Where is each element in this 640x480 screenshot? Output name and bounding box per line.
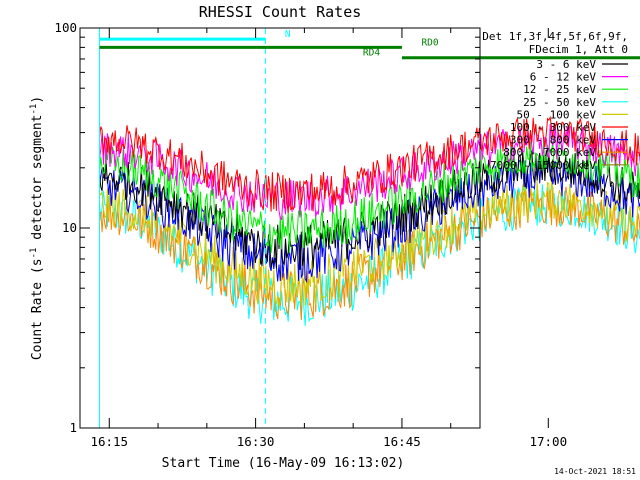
legend-entry: 7000 - 15000 keV — [490, 159, 596, 172]
x-tick-label: 17:00 — [529, 434, 567, 449]
series-line — [99, 138, 640, 254]
y-axis-ticks: 1 10 100 — [54, 20, 480, 435]
legend-entry: 50 - 100 keV — [517, 108, 597, 121]
series-line — [99, 157, 640, 284]
state-bar-label: N — [285, 29, 291, 40]
legend-entry: 100 - 300 keV — [510, 121, 596, 134]
y-tick-label: 10 — [62, 220, 77, 235]
legend-entry: 800 - 7000 keV — [503, 146, 596, 159]
legend-entry: 12 - 25 keV — [523, 83, 596, 96]
x-axis-label: Start Time (16-May-09 16:13:02) — [162, 456, 405, 471]
x-tick-label: 16:45 — [383, 434, 421, 449]
legend-entry: 300 - 800 keV — [510, 134, 596, 147]
legend-entry: 3 - 6 keV — [536, 58, 596, 71]
series-line — [99, 178, 640, 306]
state-bar-label: RD4 — [363, 48, 380, 59]
legend-entry: 25 - 50 keV — [523, 96, 596, 109]
state-bar-layer: N RD0 RD4 — [99, 29, 640, 60]
y-tick-label: 1 — [69, 420, 77, 435]
x-tick-label: 16:30 — [237, 434, 275, 449]
series-line — [99, 115, 640, 214]
legend-entry: 6 - 12 keV — [530, 71, 597, 84]
timestamp: 14-Oct-2021 18:51 — [554, 467, 636, 476]
legend-header: FDecim 1, Att 0 — [529, 43, 628, 56]
legend: Det 1f,3f,4f,5f,6f,9f,FDecim 1, Att 0 3 -… — [482, 30, 628, 172]
legend-header: Det 1f,3f,4f,5f,6f,9f, — [482, 30, 628, 43]
y-tick-label: 100 — [54, 20, 77, 35]
x-tick-label: 16:15 — [90, 434, 128, 449]
vline-layer — [99, 28, 266, 428]
chart-title: RHESSI Count Rates — [199, 3, 362, 21]
state-bar-label: RD0 — [421, 37, 438, 48]
series-line — [99, 150, 640, 270]
series-layer — [99, 115, 640, 327]
y-axis-label: Count Rate (s-1 detector segment-1) — [29, 96, 45, 360]
